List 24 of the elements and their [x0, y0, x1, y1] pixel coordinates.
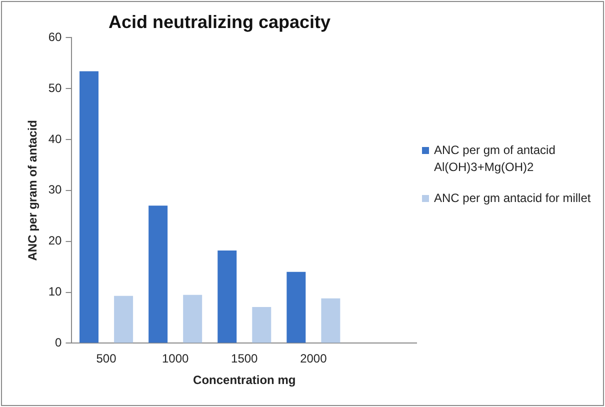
x-tick-label: 500: [96, 352, 117, 366]
y-tick-label: 20: [48, 234, 62, 248]
bar: [252, 307, 272, 343]
y-tick-label: 60: [48, 30, 62, 44]
y-tick-label: 10: [48, 284, 62, 299]
bar: [286, 272, 306, 343]
y-tick-label: 50: [48, 80, 62, 95]
legend-label: ANC per gm antacid for millet: [434, 190, 591, 207]
chart-title: Acid neutralizing capacity: [108, 12, 331, 32]
bar: [218, 250, 237, 343]
y-tick-label: 40: [48, 132, 62, 146]
x-tick-label: 2000: [300, 352, 328, 366]
bar: [321, 298, 340, 343]
y-axis-title: ANC per gram of antacid: [26, 120, 40, 261]
bar: [114, 296, 134, 343]
bar: [148, 206, 168, 343]
x-tick-label: 1500: [231, 352, 258, 366]
y-tick-label: 30: [48, 182, 62, 197]
bar: [80, 71, 99, 343]
y-tick-label: 0: [55, 336, 62, 350]
x-axis-title: Concentration mg: [193, 373, 296, 388]
x-tick-label: 1000: [162, 352, 189, 366]
bar: [183, 294, 202, 343]
legend-label: ANC per gm of antacid Al(OH)3+Mg(OH)2: [434, 142, 556, 176]
